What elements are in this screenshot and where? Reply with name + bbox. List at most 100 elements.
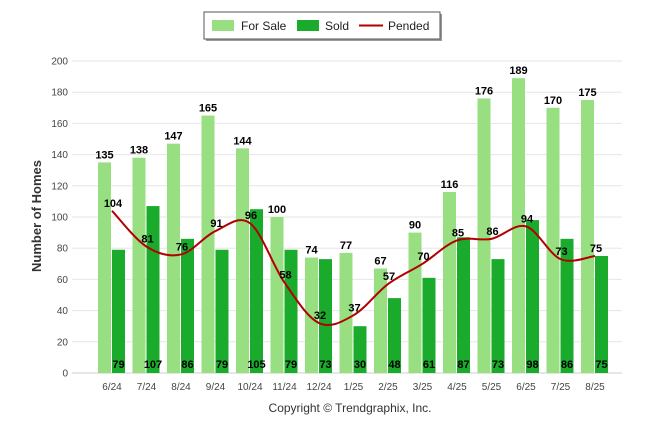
bar-for-sale [167,143,180,373]
sold-value-label: 86 [181,359,193,371]
for-sale-value-label: 135 [95,149,113,161]
bar-sold [422,277,436,373]
sold-value-label: 87 [457,359,469,371]
x-tick-label: 10/24 [237,382,262,393]
x-tick-label: 8/24 [171,382,191,393]
bar-for-sale [132,157,146,373]
for-sale-value-label: 77 [340,240,352,252]
sold-value-label: 61 [423,359,435,371]
bar-for-sale [339,252,353,373]
x-tick-label: 3/25 [413,382,433,393]
x-tick-label: 11/24 [272,382,297,393]
for-sale-value-label: 165 [199,103,217,115]
legend-label-pended: Pended [388,19,429,33]
legend-box [203,11,441,40]
sold-value-label: 73 [319,359,331,371]
sold-value-label: 30 [354,359,366,371]
sold-value-label: 98 [526,359,538,371]
bars [98,78,608,374]
pended-value-label: 94 [521,213,534,225]
pended-value-label: 91 [210,218,222,230]
bar-sold [112,249,125,373]
pended-value-label: 75 [590,243,602,255]
legend: For Sale Sold Pended [203,11,442,41]
for-sale-value-label: 116 [441,179,459,191]
legend-label-sold: Sold [325,19,349,33]
x-tick-label: 5/25 [482,382,502,393]
sold-value-label: 79 [216,359,228,371]
for-sale-value-label: 175 [578,87,596,99]
x-tick-label: 1/25 [344,382,364,393]
sold-value-label: 86 [561,359,573,371]
pended-value-label: 73 [555,246,567,258]
y-tick-label: 20 [57,337,69,348]
sold-value-label: 73 [492,359,504,371]
bar-sold [560,238,574,373]
pended-value-label: 96 [245,210,257,222]
y-tick-label: 100 [51,213,68,224]
bar-sold [457,237,470,373]
data-labels: 135 79 104 138 107 81 147 86 76 165 79 91 144 105 96 10… [95,65,607,371]
y-tick-label: 140 [51,150,68,161]
sold-value-label: 107 [144,359,162,371]
bar-for-sale [546,107,560,374]
y-tick-label: 60 [57,275,69,286]
x-tick-label: 9/24 [206,382,226,393]
y-tick-label: 40 [57,306,69,317]
pended-value-label: 86 [486,226,498,238]
bar-sold [319,259,332,373]
y-tick-labels: 0 20 40 60 80 100 120 140 160 180 200 [51,57,68,380]
y-tick-label: 0 [62,369,68,380]
pended-value-label: 70 [417,251,429,263]
y-tick-label: 200 [51,57,68,68]
bar-sold [388,298,401,373]
y-tick-label: 180 [51,88,68,99]
sold-value-label: 79 [112,359,124,371]
bar-sold [181,238,194,373]
y-tick-label: 80 [57,244,69,255]
for-sale-value-label: 144 [233,135,252,147]
bar-sold [595,256,608,373]
y-axis-title: Number of Homes [29,160,44,272]
x-tick-label: 7/25 [551,382,571,393]
x-tick-label: 4/25 [447,382,467,393]
y-tick-label: 120 [51,181,68,192]
for-sale-value-label: 170 [544,95,562,107]
bar-for-sale [305,257,318,373]
x-tick-labels: 6/24 7/24 8/24 9/24 10/24 11/24 12/24 1/25 2/25 3… [102,382,605,393]
for-sale-value-label: 138 [130,145,148,157]
sold-value-label: 75 [595,359,607,371]
pended-value-label: 32 [314,310,326,322]
bar-for-sale [201,115,215,373]
pended-line [111,210,596,327]
legend-swatch-sold [297,20,319,31]
bar-sold [284,249,298,373]
pended-value-label: 104 [104,198,123,210]
y-tick-label: 160 [51,119,68,130]
grid-lines [72,60,622,374]
for-sale-value-label: 74 [305,245,318,257]
for-sale-value-label: 189 [509,65,527,77]
copyright-footer: Copyright © Trendgraphix, Inc. [269,401,432,415]
sold-value-label: 105 [247,359,265,371]
sold-value-label: 79 [285,359,297,371]
for-sale-value-label: 147 [164,131,182,143]
for-sale-value-label: 90 [409,220,421,232]
x-tick-label: 12/24 [306,382,331,393]
bar-sold [215,249,229,373]
bar-sold [526,220,539,373]
sold-value-label: 48 [388,359,400,371]
pended-value-label: 37 [348,302,360,314]
for-sale-value-label: 176 [475,85,493,97]
pended-value-label: 76 [176,241,188,253]
x-tick-label: 8/25 [585,382,605,393]
for-sale-value-label: 100 [268,204,286,216]
bar-for-sale [270,217,284,373]
legend-swatch-for-sale [212,20,234,31]
bar-sold [491,259,505,373]
x-tick-label: 6/25 [516,382,536,393]
legend-label-for-sale: For Sale [241,19,287,33]
bar-for-sale [477,98,491,373]
